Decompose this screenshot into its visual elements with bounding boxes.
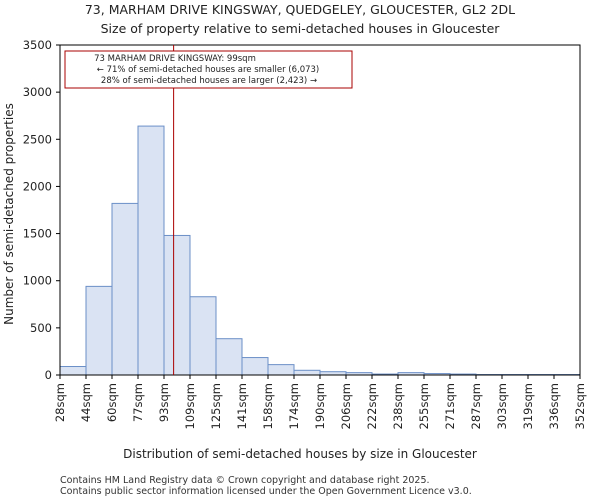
histogram-bar <box>85 285 113 376</box>
x-tick-label: 303sqm <box>495 383 509 429</box>
y-axis-label: Number of semi-detached properties <box>2 103 16 325</box>
y-tick-label: 1500 <box>23 227 52 241</box>
x-tick-label: 60sqm <box>105 383 119 422</box>
annotation-line-3: 28% of semi-detached houses are larger (… <box>101 76 317 86</box>
x-tick-label: 190sqm <box>313 383 327 429</box>
x-tick-label: 174sqm <box>287 383 301 429</box>
x-axis-label: Distribution of semi-detached houses by … <box>123 447 477 461</box>
x-tick-label: 222sqm <box>365 383 379 429</box>
x-tick-label: 28sqm <box>53 383 67 422</box>
x-tick-label: 125sqm <box>209 383 223 429</box>
x-tick-label: 93sqm <box>157 383 171 422</box>
annotation-line-1: 73 MARHAM DRIVE KINGSWAY: 99sqm <box>94 54 256 64</box>
y-tick-label: 3500 <box>23 38 52 52</box>
chart-title: 73, MARHAM DRIVE KINGSWAY, QUEDGELEY, GL… <box>85 2 515 17</box>
chart-subtitle: Size of property relative to semi-detach… <box>101 21 501 36</box>
x-tick-label: 238sqm <box>391 383 405 429</box>
x-tick-label: 44sqm <box>79 383 93 422</box>
x-tick-label: 141sqm <box>235 383 249 429</box>
x-tick-label: 158sqm <box>261 383 275 429</box>
annotation-line-2: ← 71% of semi-detached houses are smalle… <box>97 65 319 75</box>
histogram-bar <box>241 357 269 376</box>
footer-line-2: Contains public sector information licen… <box>60 486 472 497</box>
x-tick-label: 352sqm <box>573 383 587 429</box>
histogram-bar <box>111 202 139 376</box>
footer-line-1: Contains HM Land Registry data © Crown c… <box>60 475 430 486</box>
histogram-bar <box>215 338 243 376</box>
plot-frame <box>59 44 581 376</box>
x-tick-label: 271sqm <box>443 383 457 429</box>
histogram-bar <box>137 125 165 376</box>
annotation-box: 73 MARHAM DRIVE KINGSWAY: 99sqm ← 71% of… <box>64 50 353 89</box>
histogram-bar <box>189 296 217 376</box>
bars <box>59 125 581 376</box>
x-tick-label: 336sqm <box>547 383 561 429</box>
x-tick-label: 77sqm <box>131 383 145 422</box>
y-tick-label: 2000 <box>23 179 52 193</box>
histogram-bar <box>59 366 87 376</box>
x-tick-label: 319sqm <box>521 383 535 429</box>
histogram-bar <box>293 369 321 376</box>
x-tick-label: 109sqm <box>183 383 197 429</box>
y-tick-label: 2500 <box>23 132 52 146</box>
x-tick-label: 206sqm <box>339 383 353 429</box>
y-tick-label: 3000 <box>23 85 52 99</box>
y-tick-label: 0 <box>45 368 52 382</box>
histogram-bar <box>267 364 295 376</box>
y-tick-label: 500 <box>30 321 52 335</box>
y-axis-ticks: 0 500 1000 1500 2000 2500 3000 3500 <box>23 38 60 382</box>
histogram-bar <box>163 234 191 376</box>
x-tick-label: 255sqm <box>417 383 431 429</box>
x-tick-label: 287sqm <box>469 383 483 429</box>
x-axis-ticks: 28sqm 44sqm 60sqm 77sqm 93sqm 109sqm 125sqm 141… <box>53 375 587 429</box>
annotation-frame <box>64 50 353 89</box>
y-tick-label: 1000 <box>23 274 52 288</box>
